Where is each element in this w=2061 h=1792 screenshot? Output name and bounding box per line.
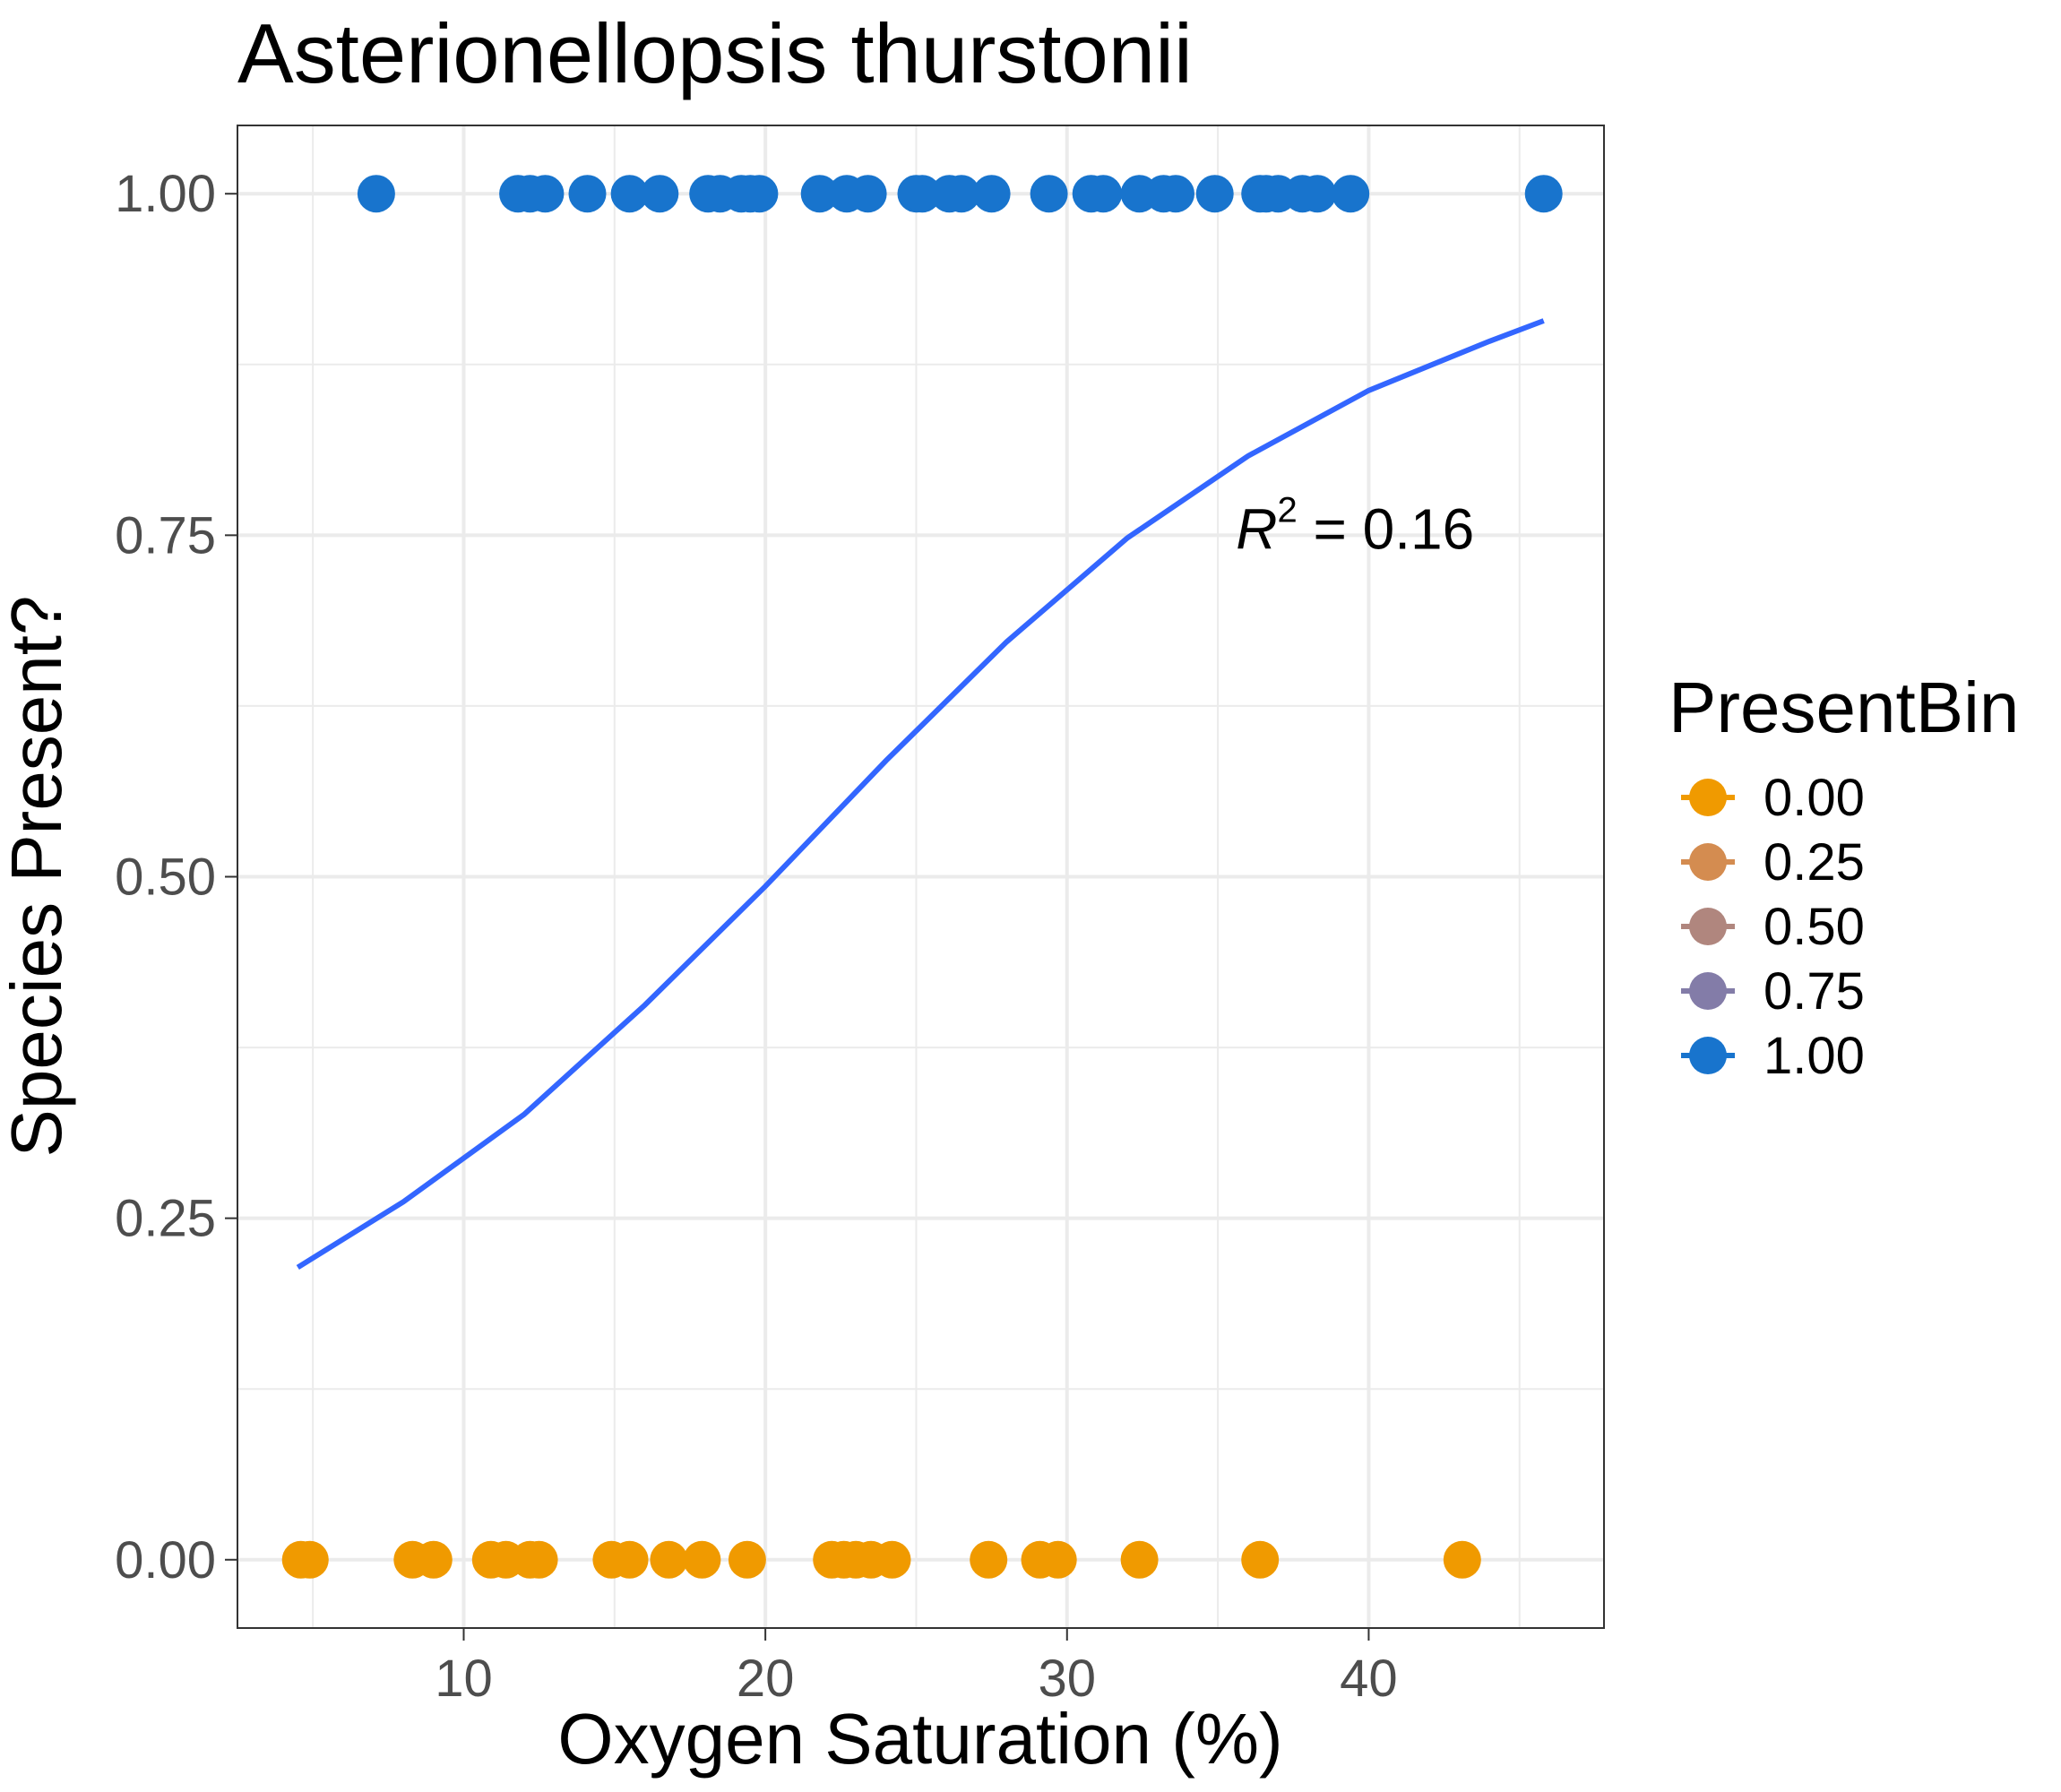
legend-label: 1.00 [1763,1027,1865,1085]
data-point [1084,175,1123,213]
y-tick-label: 0.50 [115,849,216,907]
data-point [728,1540,766,1579]
legend-key-point [1689,1037,1727,1074]
data-point [414,1540,453,1579]
data-point [610,1540,649,1579]
y-tick-label: 0.00 [115,1531,216,1590]
data-point [873,1540,911,1579]
data-point [1157,175,1194,213]
data-point [1332,175,1370,213]
data-point [641,175,679,213]
data-point [1524,175,1563,213]
data-point [610,175,649,213]
x-tick-label: 40 [1340,1650,1398,1708]
legend-label: 0.00 [1763,769,1865,827]
y-tick-label: 0.75 [115,506,216,564]
y-axis-title: Species Present? [0,595,76,1157]
chart-title: Asterionellopsis thurstonii [237,6,1193,100]
data-point [1030,175,1068,213]
data-point [290,1540,329,1579]
data-point [1443,1540,1481,1579]
data-point [526,175,565,213]
legend-entry: 0.00 [1681,769,1865,827]
legend-entry: 0.50 [1681,898,1865,956]
data-point [1195,175,1234,213]
x-tick-label: 30 [1039,1650,1097,1708]
data-point [740,175,779,213]
legend-label: 0.25 [1763,833,1865,892]
y-tick-label: 0.25 [115,1190,216,1248]
r-squared-annotation: R2 = 0.16 [1236,491,1474,562]
gridlines [237,125,1604,1628]
r-squared-r: R [1236,497,1277,562]
y-tick-label: 1.00 [115,165,216,223]
data-point [568,175,607,213]
legend-key-point [1689,908,1727,945]
points-group [281,175,1563,1579]
data-point [683,1540,721,1579]
data-point [942,175,980,213]
data-point [650,1540,688,1579]
data-point [903,175,942,213]
x-tick-label: 10 [435,1650,493,1708]
data-point [800,175,839,213]
data-point [520,1540,558,1579]
legend-entry: 0.75 [1681,962,1865,1021]
x-tick-label: 20 [737,1650,795,1708]
legend-entry: 0.25 [1681,833,1865,892]
data-point [1241,1540,1280,1579]
x-axis-title: Oxygen Saturation (%) [557,1699,1282,1779]
r-squared-value: = 0.16 [1298,497,1475,562]
y-axis: 0.00 0.25 0.50 0.75 1.00 [115,165,237,1590]
data-point [970,1540,1008,1579]
legend-key-point [1689,779,1727,816]
data-point [972,175,1011,213]
legend-label: 0.50 [1763,898,1865,956]
legend: PresentBin 0.00 0.25 0.50 0.75 1.00 [1669,668,2019,1085]
fit-line [296,318,1545,1271]
data-point [1298,175,1337,213]
data-point [1039,1540,1077,1579]
r-squared-exponent: 2 [1277,491,1297,530]
legend-key-point [1689,972,1727,1010]
x-axis: 10 20 30 40 [435,1628,1398,1708]
data-point [849,175,887,213]
fit-line-group [296,318,1545,1271]
legend-title: PresentBin [1669,668,2019,747]
legend-key-point [1689,843,1727,881]
legend-label: 0.75 [1763,962,1865,1021]
legend-entry: 1.00 [1681,1027,1865,1085]
data-point [357,175,395,213]
data-point [1120,1540,1159,1579]
